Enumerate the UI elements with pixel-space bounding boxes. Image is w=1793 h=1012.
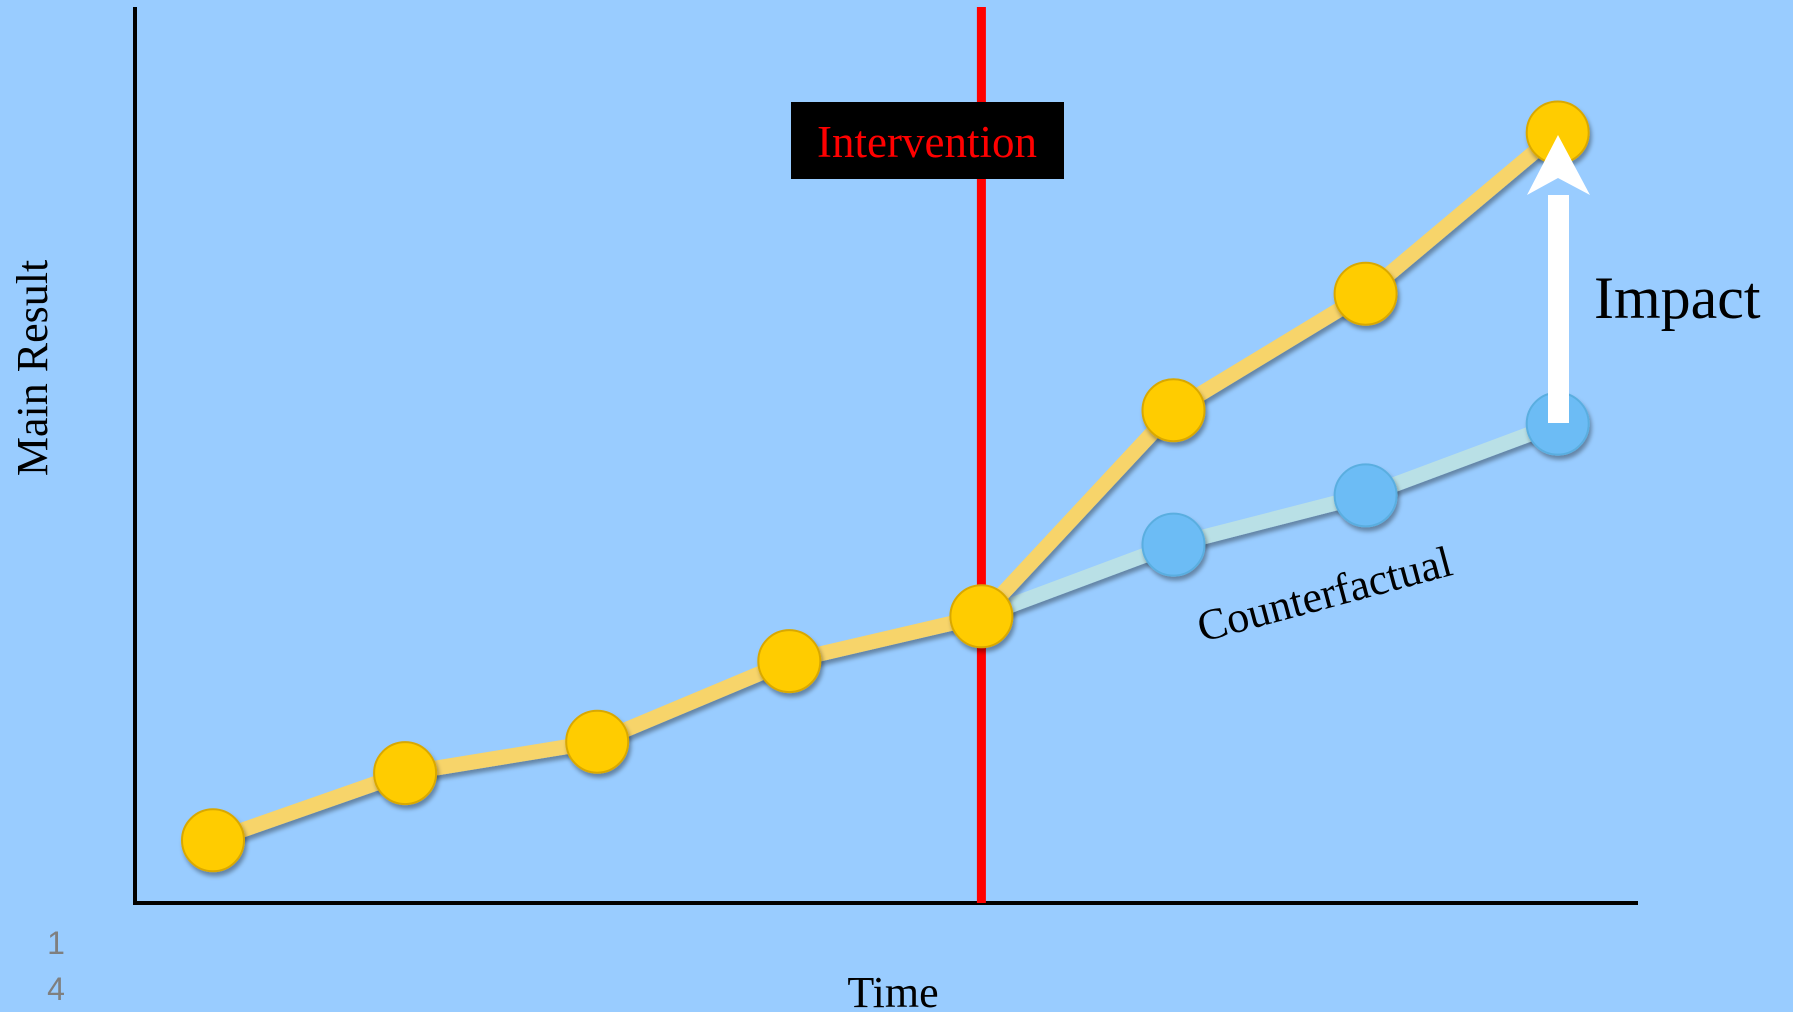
- intervention-label: Intervention: [817, 117, 1037, 167]
- impact-arrow: [1527, 135, 1590, 423]
- counterfactual-point-2: [1143, 514, 1205, 576]
- actual-point-4: [758, 630, 820, 692]
- slide-number-line-2: 4: [47, 971, 65, 1007]
- counterfactual-point-3: [1335, 464, 1397, 526]
- counterfactual-label: Counterfactual: [1192, 537, 1457, 652]
- actual-point-6: [1143, 379, 1205, 441]
- actual-point-7: [1335, 263, 1397, 325]
- impact-label: Impact: [1594, 265, 1761, 331]
- slide-number-line-1: 1: [47, 925, 65, 961]
- actual-point-3: [566, 711, 628, 773]
- y-axis-title: Main Result: [8, 260, 57, 476]
- x-axis-title: Time: [847, 968, 938, 1012]
- actual-point-2: [374, 742, 436, 804]
- actual-point-5: [950, 585, 1012, 647]
- actual-point-1: [182, 809, 244, 871]
